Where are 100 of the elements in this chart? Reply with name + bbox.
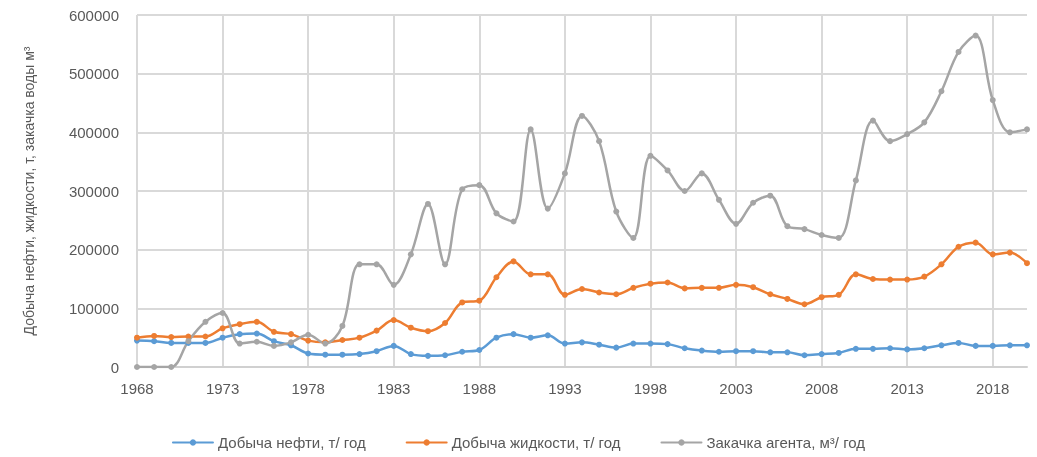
point	[476, 182, 483, 189]
point	[1006, 129, 1013, 136]
point	[801, 226, 808, 233]
point	[869, 276, 876, 282]
point	[989, 342, 996, 349]
point	[596, 138, 603, 145]
point	[921, 119, 928, 126]
legend-label: Добыча жидкости, т/ год	[451, 434, 621, 451]
point	[510, 218, 517, 225]
point	[424, 328, 431, 335]
point	[784, 349, 791, 356]
point	[989, 251, 996, 258]
point	[596, 341, 603, 348]
point	[972, 32, 979, 39]
point	[818, 294, 825, 301]
point	[596, 289, 603, 296]
point	[373, 348, 380, 355]
point	[219, 310, 226, 317]
point	[750, 199, 757, 206]
point	[219, 334, 226, 341]
point	[373, 327, 380, 334]
point	[493, 210, 500, 217]
point	[407, 251, 414, 258]
point	[1024, 342, 1030, 349]
point	[938, 342, 945, 349]
point	[373, 261, 380, 268]
point	[424, 352, 431, 359]
point	[151, 332, 158, 339]
point	[698, 347, 705, 354]
point	[253, 318, 260, 325]
x-tick-label: 2013	[890, 380, 924, 397]
point	[681, 345, 688, 352]
x-tick-label: 2003	[719, 380, 753, 397]
point	[750, 348, 757, 355]
point	[390, 342, 397, 349]
point	[835, 234, 842, 241]
point	[202, 318, 209, 325]
point	[869, 117, 876, 124]
point	[442, 352, 449, 359]
point	[270, 342, 277, 349]
point	[288, 331, 295, 338]
point	[733, 348, 740, 355]
point	[784, 223, 791, 230]
point	[938, 88, 945, 95]
point	[904, 131, 911, 138]
point	[887, 138, 894, 145]
point	[852, 271, 859, 278]
point	[202, 339, 209, 346]
point	[407, 324, 414, 331]
point	[459, 186, 466, 193]
point	[270, 328, 277, 335]
point	[527, 334, 534, 341]
point	[647, 340, 654, 347]
point	[168, 339, 175, 346]
y-axis-title: Добыча нефти, жидкости, т, закачка воды м³	[20, 46, 37, 336]
point	[579, 285, 585, 292]
point	[664, 341, 671, 348]
point	[801, 352, 808, 359]
point	[134, 364, 140, 370]
point	[818, 232, 825, 238]
point	[561, 340, 568, 347]
legend-label: Закачка агента, м³/ год	[706, 434, 866, 451]
point	[955, 339, 962, 346]
point	[750, 284, 757, 291]
point	[801, 301, 808, 308]
x-tick-label: 2008	[804, 380, 839, 397]
point	[647, 152, 654, 159]
point	[407, 351, 414, 358]
point	[887, 276, 894, 283]
point	[442, 320, 449, 326]
point	[168, 364, 175, 370]
point	[955, 48, 962, 55]
point	[339, 322, 346, 329]
y-tick-label: 400000	[68, 123, 119, 141]
point	[305, 331, 312, 338]
point	[972, 342, 979, 349]
point	[904, 276, 911, 283]
point	[493, 274, 500, 281]
point	[989, 97, 996, 104]
point	[852, 177, 859, 184]
point	[921, 345, 928, 352]
y-tick-label: 300000	[68, 182, 119, 200]
point	[202, 333, 209, 340]
point	[1024, 260, 1030, 267]
x-tick-label: 1978	[291, 380, 325, 397]
point	[852, 345, 859, 352]
point	[236, 331, 243, 338]
point	[339, 337, 346, 344]
point	[390, 281, 397, 288]
point	[715, 196, 722, 203]
point	[544, 271, 551, 278]
point	[715, 284, 722, 291]
x-tick-label: 1988	[462, 380, 496, 397]
x-tick-label: 1993	[548, 380, 582, 397]
point	[869, 345, 876, 352]
point	[767, 349, 774, 356]
point	[767, 291, 774, 298]
point	[253, 330, 260, 337]
point	[767, 192, 774, 199]
point	[1006, 342, 1013, 349]
